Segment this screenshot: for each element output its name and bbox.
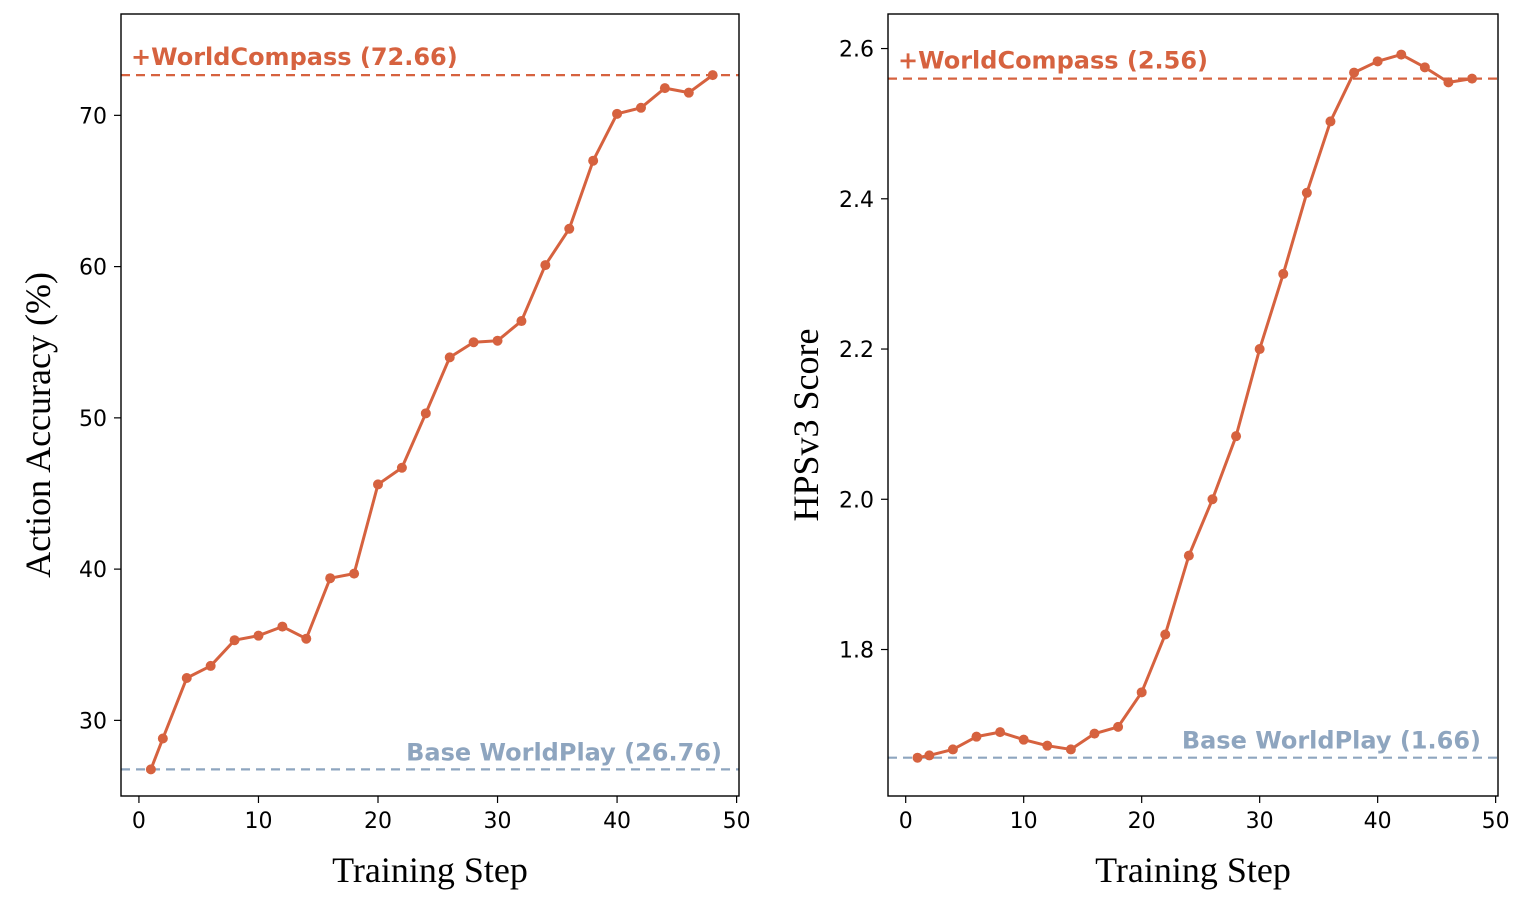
data-point	[205, 660, 216, 671]
data-point	[1089, 728, 1100, 739]
x-tick-label: 10	[1010, 809, 1038, 834]
data-point	[420, 408, 431, 419]
data-point	[1419, 62, 1430, 73]
x-axis-label: Training Step	[332, 850, 528, 890]
x-tick-label: 20	[1128, 809, 1156, 834]
data-point	[1325, 116, 1336, 127]
data-point	[1113, 721, 1124, 732]
series-line	[149, 73, 715, 771]
data-point	[157, 733, 168, 744]
worldcompass-reference-label: +WorldCompass (72.66)	[131, 43, 458, 71]
data-point	[612, 108, 623, 119]
data-point	[1467, 73, 1478, 84]
y-axis-label: Action Accuracy (%)	[18, 272, 58, 578]
y-axis-label: HPSv3 Score	[786, 328, 826, 521]
data-point	[683, 87, 694, 98]
worldcompass-reference-label: +WorldCompass (2.56)	[898, 47, 1208, 75]
y-tick-label: 2.4	[839, 188, 874, 213]
data-point	[912, 752, 923, 763]
x-tick-label: 0	[899, 809, 913, 834]
data-point	[516, 316, 527, 327]
data-point	[277, 621, 288, 632]
data-point	[1018, 734, 1029, 745]
y-tick-label: 2.2	[839, 338, 874, 363]
y-tick-label: 50	[79, 407, 107, 432]
base-worldplay-reference-label: Base WorldPlay (1.66)	[1182, 727, 1481, 755]
data-point	[181, 673, 192, 684]
data-point	[373, 479, 384, 490]
data-point	[492, 335, 503, 346]
data-point	[659, 83, 670, 94]
data-point	[995, 727, 1006, 738]
data-point	[1136, 687, 1147, 698]
data-point	[1349, 67, 1360, 78]
data-point	[1372, 56, 1383, 67]
base-worldplay-reference-label: Base WorldPlay (26.76)	[406, 738, 722, 766]
data-point	[564, 223, 575, 234]
x-tick-label: 30	[1246, 809, 1274, 834]
data-point	[1160, 629, 1171, 640]
x-axis-label: Training Step	[1095, 850, 1291, 890]
data-point	[1231, 431, 1242, 442]
data-point	[1183, 550, 1194, 561]
data-point	[301, 633, 312, 644]
hpsv3-chart-panel: +WorldCompass (2.56) Base WorldPlay (1.66…	[786, 13, 1510, 890]
x-tick-label: 50	[1482, 809, 1510, 834]
data-point	[349, 568, 360, 579]
data-point	[1301, 187, 1312, 198]
x-tick-label: 40	[1364, 809, 1392, 834]
y-tick-label: 40	[79, 558, 107, 583]
data-point	[444, 352, 455, 363]
x-tick-label: 40	[603, 809, 631, 834]
data-point	[707, 70, 718, 81]
data-point	[971, 731, 982, 742]
x-tick-label: 20	[364, 809, 392, 834]
data-point	[145, 764, 156, 775]
x-tick-label: 10	[244, 809, 272, 834]
data-point	[229, 635, 240, 646]
data-point	[588, 155, 599, 166]
x-tick-label: 0	[132, 809, 146, 834]
data-point	[540, 260, 551, 271]
data-point	[1278, 268, 1289, 279]
y-tick-label: 60	[79, 256, 107, 281]
accuracy-chart-panel: +WorldCompass (72.66) Base WorldPlay (26.…	[18, 13, 751, 890]
data-point	[924, 750, 935, 761]
axes-frame	[887, 13, 1499, 797]
data-point	[396, 462, 407, 473]
y-tick-label: 2.6	[839, 38, 874, 63]
data-point	[947, 744, 958, 755]
data-point	[1207, 494, 1218, 505]
x-tick-label: 30	[484, 809, 512, 834]
data-point	[1065, 744, 1076, 755]
axes-frame	[120, 13, 740, 797]
data-point	[1042, 740, 1053, 751]
data-point	[325, 573, 336, 584]
data-point	[1443, 77, 1454, 88]
y-tick-label: 30	[79, 709, 107, 734]
series-line	[916, 53, 1474, 760]
y-tick-label: 1.8	[839, 639, 874, 664]
data-point	[635, 102, 646, 113]
data-point	[468, 337, 479, 348]
y-tick-label: 2.0	[839, 488, 874, 513]
y-tick-label: 70	[79, 104, 107, 129]
x-tick-label: 50	[723, 809, 751, 834]
data-point	[253, 630, 264, 641]
data-point	[1254, 344, 1265, 355]
data-point	[1396, 49, 1407, 60]
